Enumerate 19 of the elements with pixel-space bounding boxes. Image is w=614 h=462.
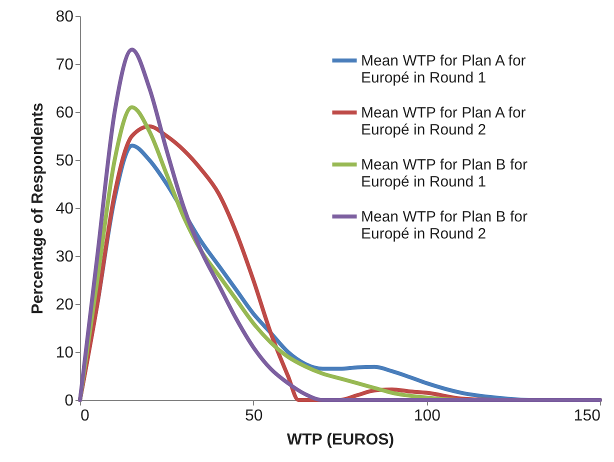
y-tick-label: 50	[56, 152, 74, 170]
y-tick-label: 10	[56, 344, 74, 362]
y-tick-label: 0	[64, 392, 74, 410]
x-axis-title: WTP (EUROS)	[286, 432, 394, 448]
legend-label: Mean WTP for Plan B for Europé in Round 1	[361, 156, 528, 190]
x-tick-label: 50	[244, 408, 263, 424]
y-tick-label: 30	[56, 248, 74, 266]
x-tick-label: 0	[80, 408, 90, 424]
y-tick-label: 40	[56, 200, 74, 218]
y-tick-label: 70	[56, 56, 74, 74]
x-tick-label: 100	[414, 408, 441, 424]
legend-label: Mean WTP for Plan A for Europé in Round 1	[361, 52, 526, 86]
y-axis-title: Percentage of Respondents	[30, 102, 47, 314]
y-tick-label: 60	[56, 104, 74, 122]
legend-label: Mean WTP for Plan A for Europé in Round 2	[361, 104, 526, 138]
y-tick-label: 80	[56, 8, 74, 26]
x-tick-label: 150	[574, 408, 601, 424]
legend-label: Mean WTP for Plan B for Europé in Round 2	[361, 208, 528, 242]
y-tick-label: 20	[56, 296, 74, 314]
